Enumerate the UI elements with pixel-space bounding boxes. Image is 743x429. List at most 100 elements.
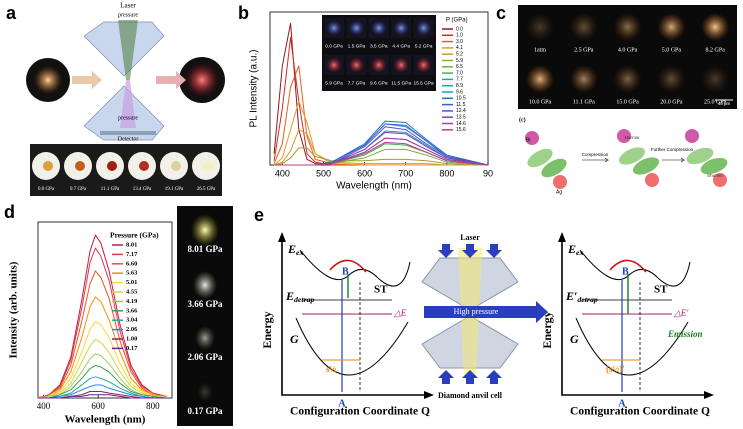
transition [609, 259, 647, 273]
shorten-label: Shorten [707, 173, 723, 178]
image-label: 5.0 GPa [662, 47, 682, 53]
crystal-glow [701, 13, 730, 41]
inset-label: 11.5 GPa [391, 80, 411, 86]
inset-glow [415, 57, 432, 73]
sample-glow [34, 66, 62, 94]
high-pressure-label: High pressure [454, 307, 499, 316]
panel-label: b [238, 3, 249, 23]
crystal-glow [526, 65, 554, 93]
bi-atom [525, 131, 539, 145]
legend-label: 3.04 [126, 317, 138, 324]
pressure-arrow [438, 244, 454, 258]
crystal-glow [701, 65, 730, 93]
octahedron [700, 157, 728, 175]
octahedron [632, 157, 660, 175]
panel-label: d [4, 202, 15, 222]
sub-label: (c) [519, 116, 526, 123]
crystal-glow [613, 65, 642, 93]
legend-label: 4.55 [126, 288, 138, 295]
crystal-glow [193, 271, 217, 299]
image-label: 2.06 GPa [188, 352, 223, 362]
legend-label: 2.06 [126, 326, 138, 333]
g-label: G [290, 332, 299, 346]
inset-label: 1.5 GPa [348, 43, 366, 49]
image-label: 0.0 GPa [38, 187, 55, 192]
series-line [37, 296, 167, 399]
ground-curve [295, 317, 409, 376]
sample-crystal [203, 161, 213, 171]
series-line [38, 394, 167, 399]
pressure-arrow [486, 370, 502, 384]
s-label: s½ [326, 364, 337, 374]
compression-label: Compression [582, 152, 609, 157]
x-tick-label: 500 [316, 168, 331, 178]
sample-crystal [43, 161, 53, 171]
series-line [37, 247, 167, 399]
series-line [38, 364, 167, 399]
x-axis-label: Configuration Coordinate Q [570, 406, 710, 418]
image-label: 10.0 GPa [529, 99, 552, 105]
image-label: 3.66 GPa [188, 299, 223, 309]
image-strip [30, 144, 222, 196]
crystal-glow [197, 382, 213, 402]
series-line [274, 147, 489, 166]
inset-label: 3.5 GPa [370, 43, 388, 49]
legend-label: 1.0 [456, 33, 463, 39]
energy-label: Eex [287, 242, 303, 257]
panel-label: a [6, 3, 17, 23]
y-axis-label: PL Intensity (a.u.) [249, 50, 260, 128]
laser-label: Laser [460, 233, 480, 242]
laser-label: Laser [120, 2, 136, 10]
ag-atom [713, 173, 727, 187]
octahedron [618, 147, 646, 165]
delta-e-label: △E′ [673, 308, 689, 318]
image-label: 2.5 GPa [574, 47, 594, 53]
b-label: B [622, 266, 629, 277]
delta-e-label: △E [393, 308, 407, 318]
legend-label: 8.01 [126, 241, 137, 248]
narrow-label: Narrow [625, 135, 640, 140]
image-label: 8.01 GPa [188, 244, 223, 254]
series-line [274, 141, 489, 166]
x-tick-label: 800 [146, 401, 160, 411]
legend-label: 4.19 [126, 298, 138, 305]
pressure-arrow [438, 370, 454, 384]
energy-label: Edetrap [285, 289, 314, 304]
inset-glow [370, 20, 387, 36]
octahedron [527, 148, 553, 168]
image-label: 11.1 GPa [101, 187, 120, 192]
legend-label: 6.5 [456, 64, 463, 70]
legend-label: 10.5 [456, 96, 466, 102]
bi-atom [617, 129, 631, 143]
label-sub: detrap [294, 295, 314, 304]
legend-label: 7.7 [456, 77, 463, 83]
label-main: E [285, 289, 294, 303]
arrow [156, 71, 186, 89]
g-label: G [570, 332, 579, 346]
legend-label: 15.6 [456, 127, 466, 133]
inset-glow [326, 20, 342, 36]
x-tick-label: 800 [439, 168, 454, 178]
atom-label: Ag [556, 189, 562, 195]
image-label: 1atm [534, 47, 546, 53]
legend-label: 3.0 [456, 39, 463, 45]
image-label: 13.4 GPa [133, 187, 152, 192]
a-label: A [338, 398, 346, 409]
scale-bar-label: 40 μm [718, 101, 731, 106]
octahedron [686, 147, 714, 165]
emission-label: Emission [667, 329, 703, 339]
legend-label: 14.6 [456, 121, 466, 127]
inset-label: 0.0 GPa [325, 43, 343, 49]
pressure-label: pressure [118, 115, 138, 121]
label-sub: ex [576, 248, 583, 257]
beam [120, 80, 136, 128]
inset-glow [393, 57, 410, 73]
inset-label: 7.7 GPa [348, 80, 366, 86]
ground-curve [575, 317, 689, 376]
panel-label: c [496, 3, 506, 23]
inset-label: 4.4 GPa [392, 43, 410, 49]
image-label: 15.0 GPa [616, 99, 639, 105]
x-tick-label: 90 [483, 168, 493, 178]
image-label: 19.1 GPa [165, 187, 184, 192]
y-axis-label: Energy [260, 311, 274, 348]
